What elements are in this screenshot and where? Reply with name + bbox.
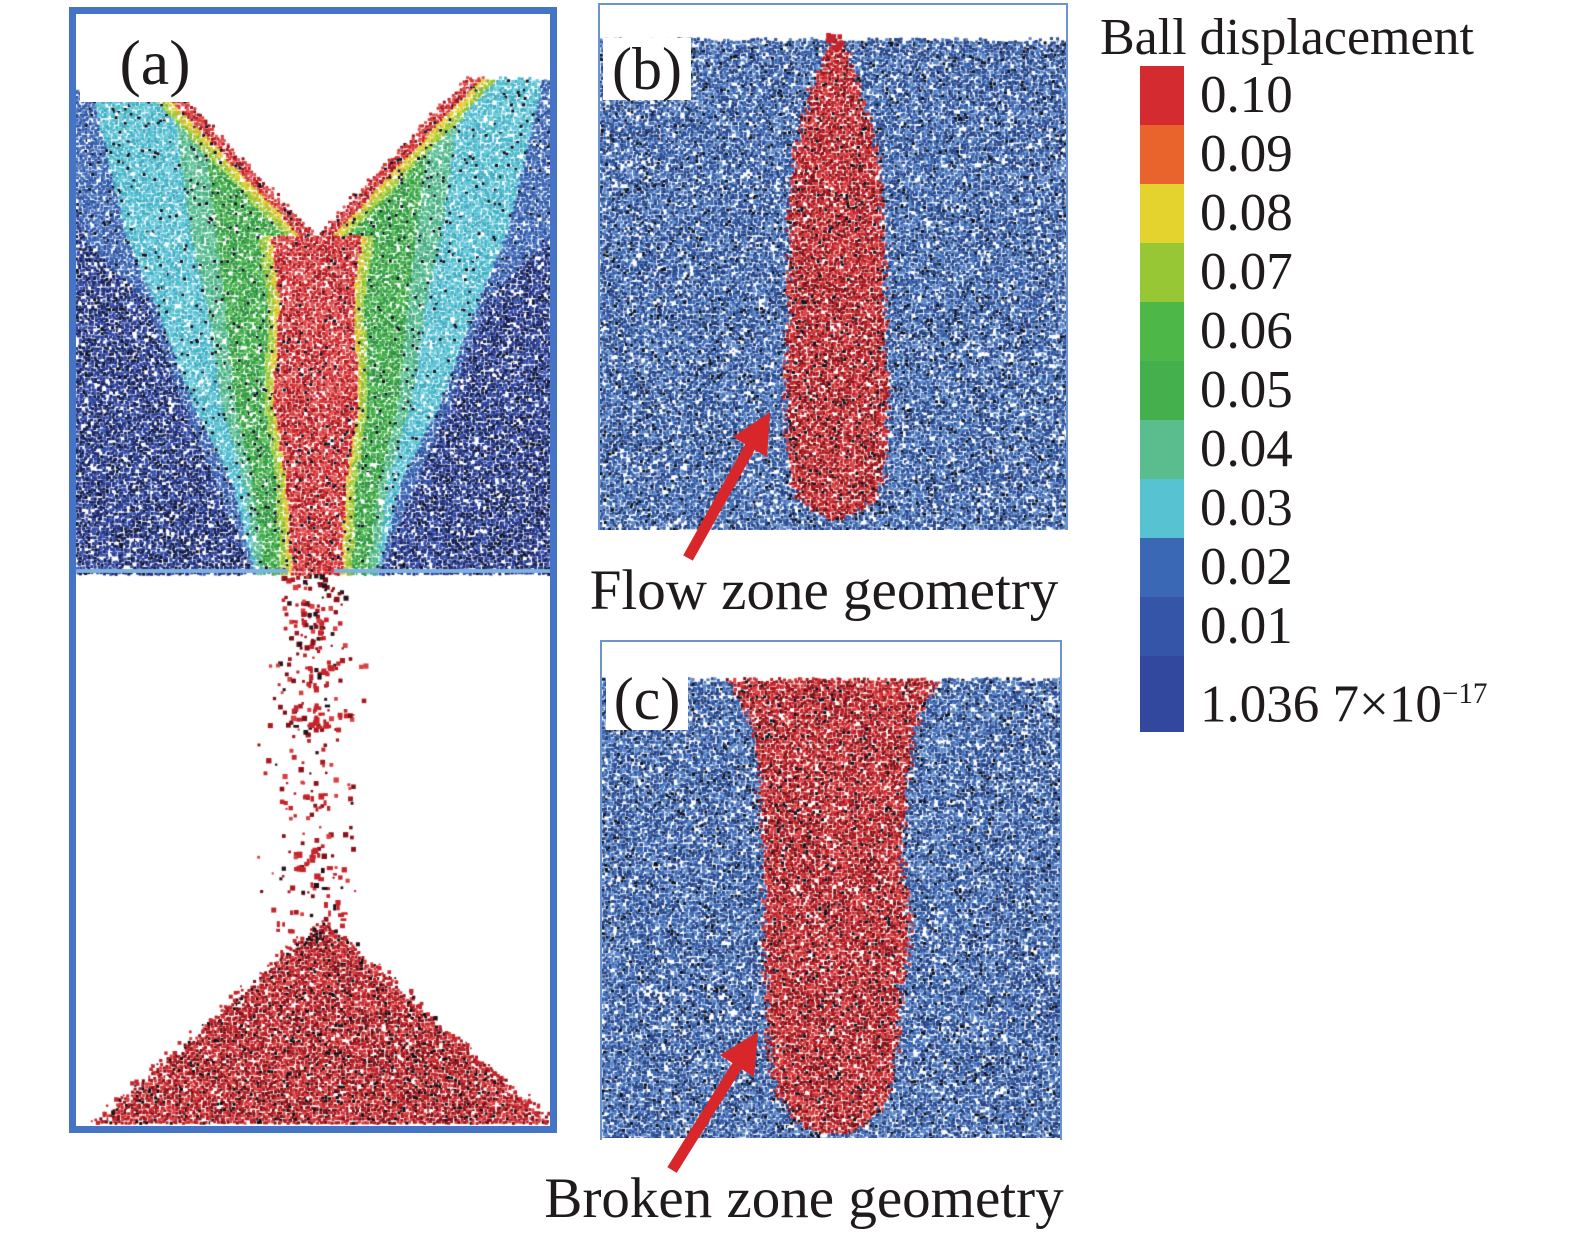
legend-entry: 1.036 7×10−17: [1140, 656, 1488, 734]
panel-a-particle-canvas: [76, 14, 550, 1126]
legend-swatch: [1140, 479, 1184, 538]
legend-entry: 0.01: [1140, 597, 1487, 656]
legend-value: 1.036 7×10−17: [1200, 675, 1488, 734]
legend-swatch: [1140, 597, 1184, 656]
legend-value: 0.10: [1200, 66, 1293, 124]
legend-swatch: [1140, 302, 1184, 361]
legend-swatch: [1140, 184, 1184, 243]
flow-zone-arrow-icon: [683, 412, 770, 561]
legend-entry: 0.07: [1140, 243, 1487, 302]
legend-swatch: [1140, 125, 1184, 184]
legend-swatch: [1140, 66, 1184, 125]
legend-swatch: [1140, 243, 1184, 302]
legend-value: 0.08: [1200, 184, 1293, 242]
legend-value: 0.06: [1200, 302, 1293, 360]
legend-value: 0.01: [1200, 597, 1293, 655]
panel-b-label: (b): [612, 35, 682, 102]
legend-value: 0.05: [1200, 361, 1293, 419]
broken-zone-caption: Broken zone geometry: [544, 1167, 1064, 1230]
legend-value: 0.07: [1200, 243, 1293, 301]
ball-displacement-legend: Ball displacement 0.10 0.09 0.08 0.07 0.06 0.…: [1092, 8, 1572, 768]
legend-value: 0.02: [1200, 538, 1293, 596]
legend-swatch: [1140, 420, 1184, 479]
panel-a-label: (a): [119, 27, 191, 98]
legend-swatch: [1140, 656, 1184, 732]
panel-a-label-box: (a): [80, 24, 230, 102]
broken-zone-arrow-icon: [667, 1032, 758, 1173]
legend-value: 0.09: [1200, 125, 1293, 183]
legend-entry: 0.10: [1140, 66, 1487, 125]
panel-c-label: (c): [613, 665, 681, 732]
legend-swatch: [1140, 538, 1184, 597]
legend-entry: 0.06: [1140, 302, 1487, 361]
panel-b-label-box: (b): [603, 36, 691, 102]
panel-c-broken-zone: [600, 640, 1062, 1140]
legend-colorbar: 0.10 0.09 0.08 0.07 0.06 0.05 0.04 0.03 0.02 0.01…: [1140, 66, 1488, 734]
legend-entry: 0.04: [1140, 420, 1487, 479]
legend-entry: 0.05: [1140, 361, 1487, 420]
legend-entry: 0.03: [1140, 479, 1487, 538]
legend-swatch: [1140, 361, 1184, 420]
legend-title: Ball displacement: [1100, 9, 1475, 66]
panel-a-model: [69, 7, 557, 1133]
legend-entry: 0.09: [1140, 125, 1487, 184]
legend-value: 0.03: [1200, 479, 1293, 537]
legend-value: 0.04: [1200, 420, 1293, 478]
flow-zone-caption: Flow zone geometry: [589, 559, 1059, 622]
panel-c-label-box: (c): [606, 666, 688, 732]
legend-entry: 0.02: [1140, 538, 1487, 597]
legend-entry: 0.08: [1140, 184, 1487, 243]
